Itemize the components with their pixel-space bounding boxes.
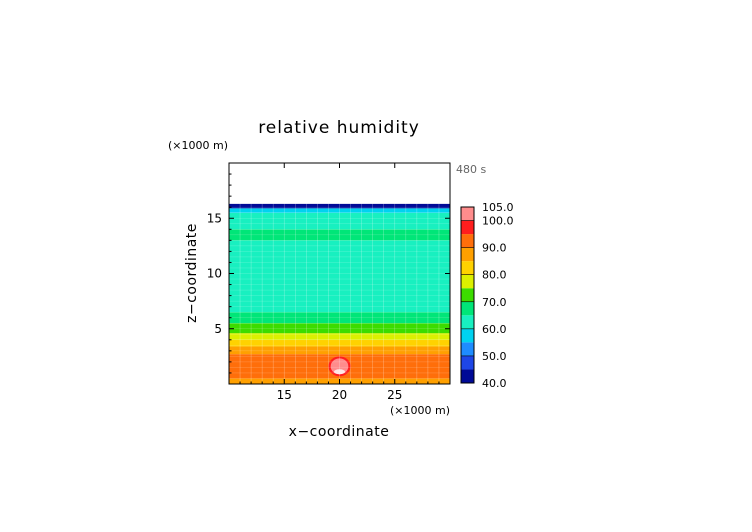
colorbar-swatch-9 bbox=[461, 247, 474, 262]
colorbar-swatch-7 bbox=[461, 274, 474, 289]
field-band-4 bbox=[229, 333, 450, 340]
y-tick-label: 5 bbox=[214, 322, 222, 336]
field-band-11 bbox=[229, 203, 450, 209]
x-axis-label: x−coordinate bbox=[289, 424, 390, 440]
colorbar-tick-label: 100.0 bbox=[482, 215, 514, 228]
time-label: 480 s bbox=[456, 163, 486, 176]
colorbar-tick-label: 70.0 bbox=[482, 296, 507, 309]
colorbar-swatch-12 bbox=[461, 207, 474, 221]
chart-title: relative humidity bbox=[258, 118, 420, 138]
colorbar-tick-label: 40.0 bbox=[482, 377, 507, 390]
field-band-7 bbox=[229, 240, 450, 313]
colorbar-swatch-0 bbox=[461, 369, 474, 383]
x-tick-label: 20 bbox=[332, 388, 347, 402]
colorbar-swatch-5 bbox=[461, 301, 474, 316]
colorbar-tick-label: 80.0 bbox=[482, 269, 507, 282]
colorbar-tick-label: 105.0 bbox=[482, 201, 514, 214]
y-axis-ticks: 5 10 15 bbox=[207, 162, 450, 385]
colorbar-swatch-2 bbox=[461, 342, 474, 356]
field-band-2 bbox=[229, 346, 450, 355]
colorbar-tick-label: 90.0 bbox=[482, 242, 507, 255]
bubble-highlight bbox=[333, 369, 346, 375]
y-tick-label: 10 bbox=[207, 267, 222, 281]
plot-grid bbox=[229, 163, 450, 384]
colorbar-swatch-1 bbox=[461, 355, 474, 370]
colorbar-swatch-11 bbox=[461, 220, 474, 235]
colorbar-tick-label: 60.0 bbox=[482, 323, 507, 336]
y-unit-label: (×1000 m) bbox=[168, 139, 228, 152]
y-tick-label: 15 bbox=[207, 211, 222, 225]
field-band-5 bbox=[229, 323, 450, 334]
colorbar-swatch-8 bbox=[461, 261, 474, 275]
colorbar-swatch-10 bbox=[461, 234, 474, 248]
colorbar-swatch-3 bbox=[461, 328, 474, 343]
x-unit-label: (×1000 m) bbox=[390, 404, 450, 417]
colorbar-tick-label: 50.0 bbox=[482, 350, 507, 363]
field-band-9 bbox=[229, 212, 450, 230]
field-band-8 bbox=[229, 229, 450, 241]
field-band-10 bbox=[229, 208, 450, 213]
y-axis-label: z−coordinate bbox=[184, 223, 200, 323]
field-band-6 bbox=[229, 312, 450, 324]
x-tick-label: 25 bbox=[387, 388, 402, 402]
x-axis-ticks: 15 20 25 bbox=[228, 163, 451, 402]
humidity-field bbox=[229, 203, 450, 384]
field-band-3 bbox=[229, 339, 450, 347]
x-tick-label: 15 bbox=[277, 388, 292, 402]
colorbar-swatch-6 bbox=[461, 288, 474, 302]
colorbar-swatch-4 bbox=[461, 315, 474, 329]
